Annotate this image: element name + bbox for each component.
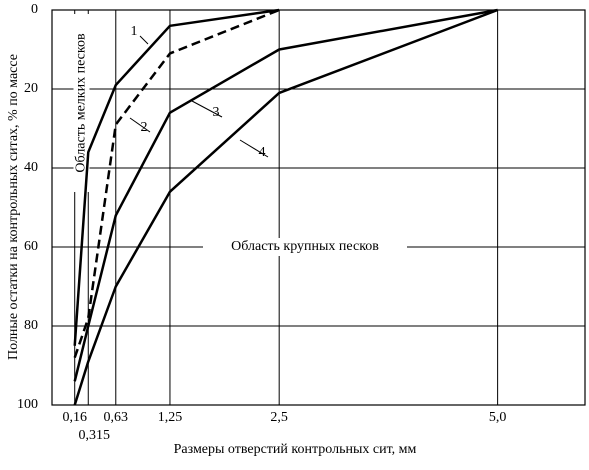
annotation-bg	[73, 14, 90, 192]
annotation-bg	[203, 238, 407, 256]
series-label: 3	[213, 105, 220, 120]
leader-line	[239, 139, 269, 158]
series-line	[73, 8, 498, 382]
x-tick-label: 5,0	[489, 410, 507, 425]
annotation: Область мелких песков	[74, 33, 89, 173]
x-tick-label: 0,315	[79, 428, 111, 443]
annotation: Область крупных песков	[231, 239, 379, 254]
leader-line	[191, 100, 223, 118]
x-tick-label: 2,5	[270, 410, 288, 425]
y-tick-label: 0	[31, 2, 38, 17]
y-axis-label: Полные остатки на контрольных ситах, % п…	[6, 54, 21, 360]
y-tick-label: 40	[24, 160, 38, 175]
series-label: 1	[131, 24, 138, 39]
y-tick-label: 80	[24, 318, 38, 333]
leader-line	[139, 35, 149, 45]
series-label: 4	[259, 145, 266, 160]
series-line	[73, 8, 280, 346]
series-label: 2	[141, 120, 148, 135]
leader-line	[129, 117, 151, 133]
y-tick-label: 100	[17, 397, 38, 412]
y-tick-label: 60	[24, 239, 38, 254]
series-line	[73, 8, 280, 359]
y-tick-label: 20	[24, 81, 38, 96]
plot-frame	[51, 9, 586, 406]
x-axis-label: Размеры отверстий контрольных сит, мм	[174, 442, 417, 457]
series-line	[73, 8, 499, 406]
x-tick-label: 0,63	[104, 410, 129, 425]
x-tick-label: 0,16	[62, 410, 87, 425]
x-tick-label: 1,25	[158, 410, 183, 425]
